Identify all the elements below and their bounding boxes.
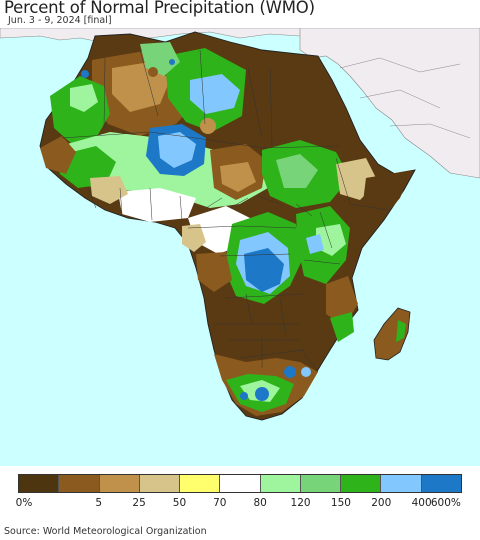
madagascar-green bbox=[396, 320, 406, 342]
angola-coast-dry bbox=[196, 252, 232, 292]
map-subtitle: Jun. 3 - 9, 2024 [final] bbox=[8, 15, 112, 26]
legend-swatch bbox=[99, 475, 140, 492]
legend-swatch bbox=[59, 475, 100, 492]
niger-wet bbox=[158, 132, 196, 168]
legend-labels: 0% 5 25 50 70 80 120 150 200 400 600% bbox=[0, 497, 480, 511]
country-borders bbox=[61, 49, 389, 373]
legend-swatch bbox=[300, 475, 342, 492]
guinea-coast-slightly-below bbox=[90, 176, 128, 204]
middle-east-borders bbox=[339, 57, 471, 139]
guinea-coast-near-normal bbox=[118, 188, 196, 222]
madagascar bbox=[373, 307, 411, 361]
map-title: Percent of Normal Precipitation (WMO) bbox=[4, 0, 315, 17]
legend-label: 0% bbox=[15, 497, 33, 509]
legend-label: 70 bbox=[213, 497, 227, 509]
legend-label: 5 bbox=[95, 497, 103, 509]
nw-wet-spot bbox=[81, 70, 89, 78]
legend-swatch bbox=[260, 475, 301, 492]
lake-victoria-wet bbox=[306, 234, 324, 254]
legend-label: 50 bbox=[172, 497, 187, 509]
legend-swatch bbox=[381, 475, 422, 492]
sahara-brown-spot-3 bbox=[200, 118, 216, 134]
central-africa-slightly-below bbox=[220, 162, 256, 192]
sudan-above bbox=[276, 154, 318, 188]
precipitation-map bbox=[0, 28, 480, 466]
legend-label: 400 bbox=[411, 497, 432, 509]
legend-label: 200 bbox=[371, 497, 392, 509]
sahara-blue-spot bbox=[169, 59, 175, 65]
africa-map-svg bbox=[0, 28, 480, 466]
legend-label: 25 bbox=[132, 497, 146, 509]
legend-swatch bbox=[19, 475, 60, 492]
mozambique-green bbox=[330, 312, 354, 342]
sahara-brown-spot-2 bbox=[148, 67, 158, 77]
legend-label: 150 bbox=[330, 497, 351, 509]
central-sahara-above bbox=[140, 42, 180, 76]
source-credit: Source: World Meteorological Organizatio… bbox=[4, 526, 207, 537]
legend-swatch bbox=[220, 475, 261, 492]
legend-label: 80 bbox=[253, 497, 267, 509]
nw-africa-above bbox=[70, 84, 98, 112]
sa-very-wet-1 bbox=[255, 387, 269, 401]
legend-swatch bbox=[341, 475, 382, 492]
sa-very-wet-2 bbox=[284, 366, 296, 378]
europe-land bbox=[0, 28, 331, 43]
legend-swatch bbox=[421, 475, 461, 492]
sw-sahel-dry bbox=[40, 136, 76, 174]
drc-very-wet bbox=[244, 248, 284, 292]
legend-label: 600% bbox=[430, 497, 461, 509]
sa-wet-3 bbox=[301, 367, 311, 377]
horn-very-dry bbox=[362, 170, 412, 222]
sahara-brown-spot-1 bbox=[121, 67, 135, 81]
legend-color-bar bbox=[18, 474, 462, 493]
gabon-slightly-below bbox=[182, 224, 206, 252]
legend-swatch bbox=[180, 475, 221, 492]
legend-label: 120 bbox=[290, 497, 311, 509]
sa-very-wet-4 bbox=[240, 392, 248, 400]
legend-swatch bbox=[139, 475, 181, 492]
